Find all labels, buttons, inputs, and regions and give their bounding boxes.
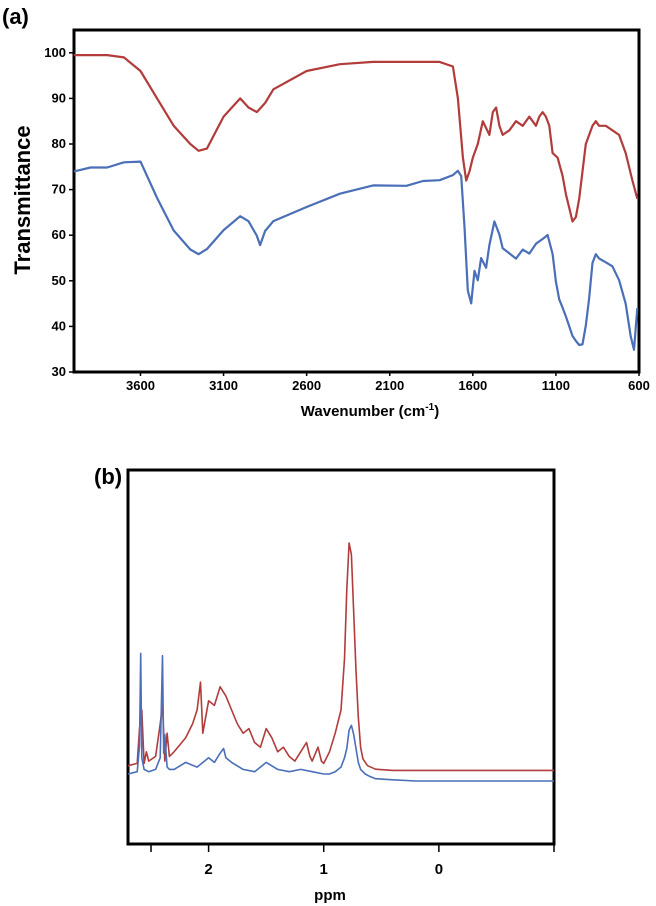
a-y-tick-label: 30: [52, 364, 66, 379]
a-x-tick-label: 2100: [375, 378, 404, 393]
panel-b-x-ticks: 2 1 0: [150, 844, 555, 878]
a-y-tick-label: 100: [44, 45, 66, 60]
a-series-red-line: [74, 54, 639, 223]
a-series-blue-line: [73, 160, 639, 351]
panel-a-label: (a): [2, 4, 29, 29]
a-y-tick-label: 50: [52, 273, 66, 288]
a-y-tick-label: 70: [52, 182, 66, 197]
panel-b-label: (b): [94, 464, 122, 489]
panel-a-series: [73, 54, 639, 351]
panel-a-x-ticks: 3600 3100 2600 2100 1600 1100 600: [126, 372, 650, 393]
a-x-tick-label: 3600: [126, 378, 155, 393]
a-x-tick-label: 2600: [292, 378, 321, 393]
panel-a-y-axis-title: Transmittance: [10, 125, 35, 274]
a-x-tick-label: 1100: [542, 378, 570, 393]
a-x-tick-label: 1600: [458, 378, 487, 393]
panel-b-series: [127, 542, 554, 782]
b-series-red-line: [127, 542, 554, 772]
a-y-tick-label: 80: [52, 136, 66, 151]
a-y-tick-label: 60: [52, 227, 66, 242]
a-y-tick-label: 40: [52, 318, 66, 333]
panel-a-x-axis-title: Wavenumber (cm-1): [301, 402, 439, 420]
panel-b-x-axis-title: ppm: [314, 887, 346, 904]
b-x-tick-label: 0: [435, 861, 443, 878]
panel-b-plot-frame: [126, 468, 556, 846]
b-x-tick-label: 2: [204, 861, 212, 878]
panel-a-plot-frame: [72, 28, 641, 374]
a-x-tick-label: 600: [628, 378, 650, 393]
b-series-blue-line: [127, 652, 554, 782]
panel-a-y-ticks: 30 40 50 60 70 80 90 100: [44, 45, 74, 379]
a-x-tick-label: 3100: [209, 378, 238, 393]
a-y-tick-label: 90: [52, 90, 66, 105]
b-x-tick-label: 1: [320, 861, 328, 878]
